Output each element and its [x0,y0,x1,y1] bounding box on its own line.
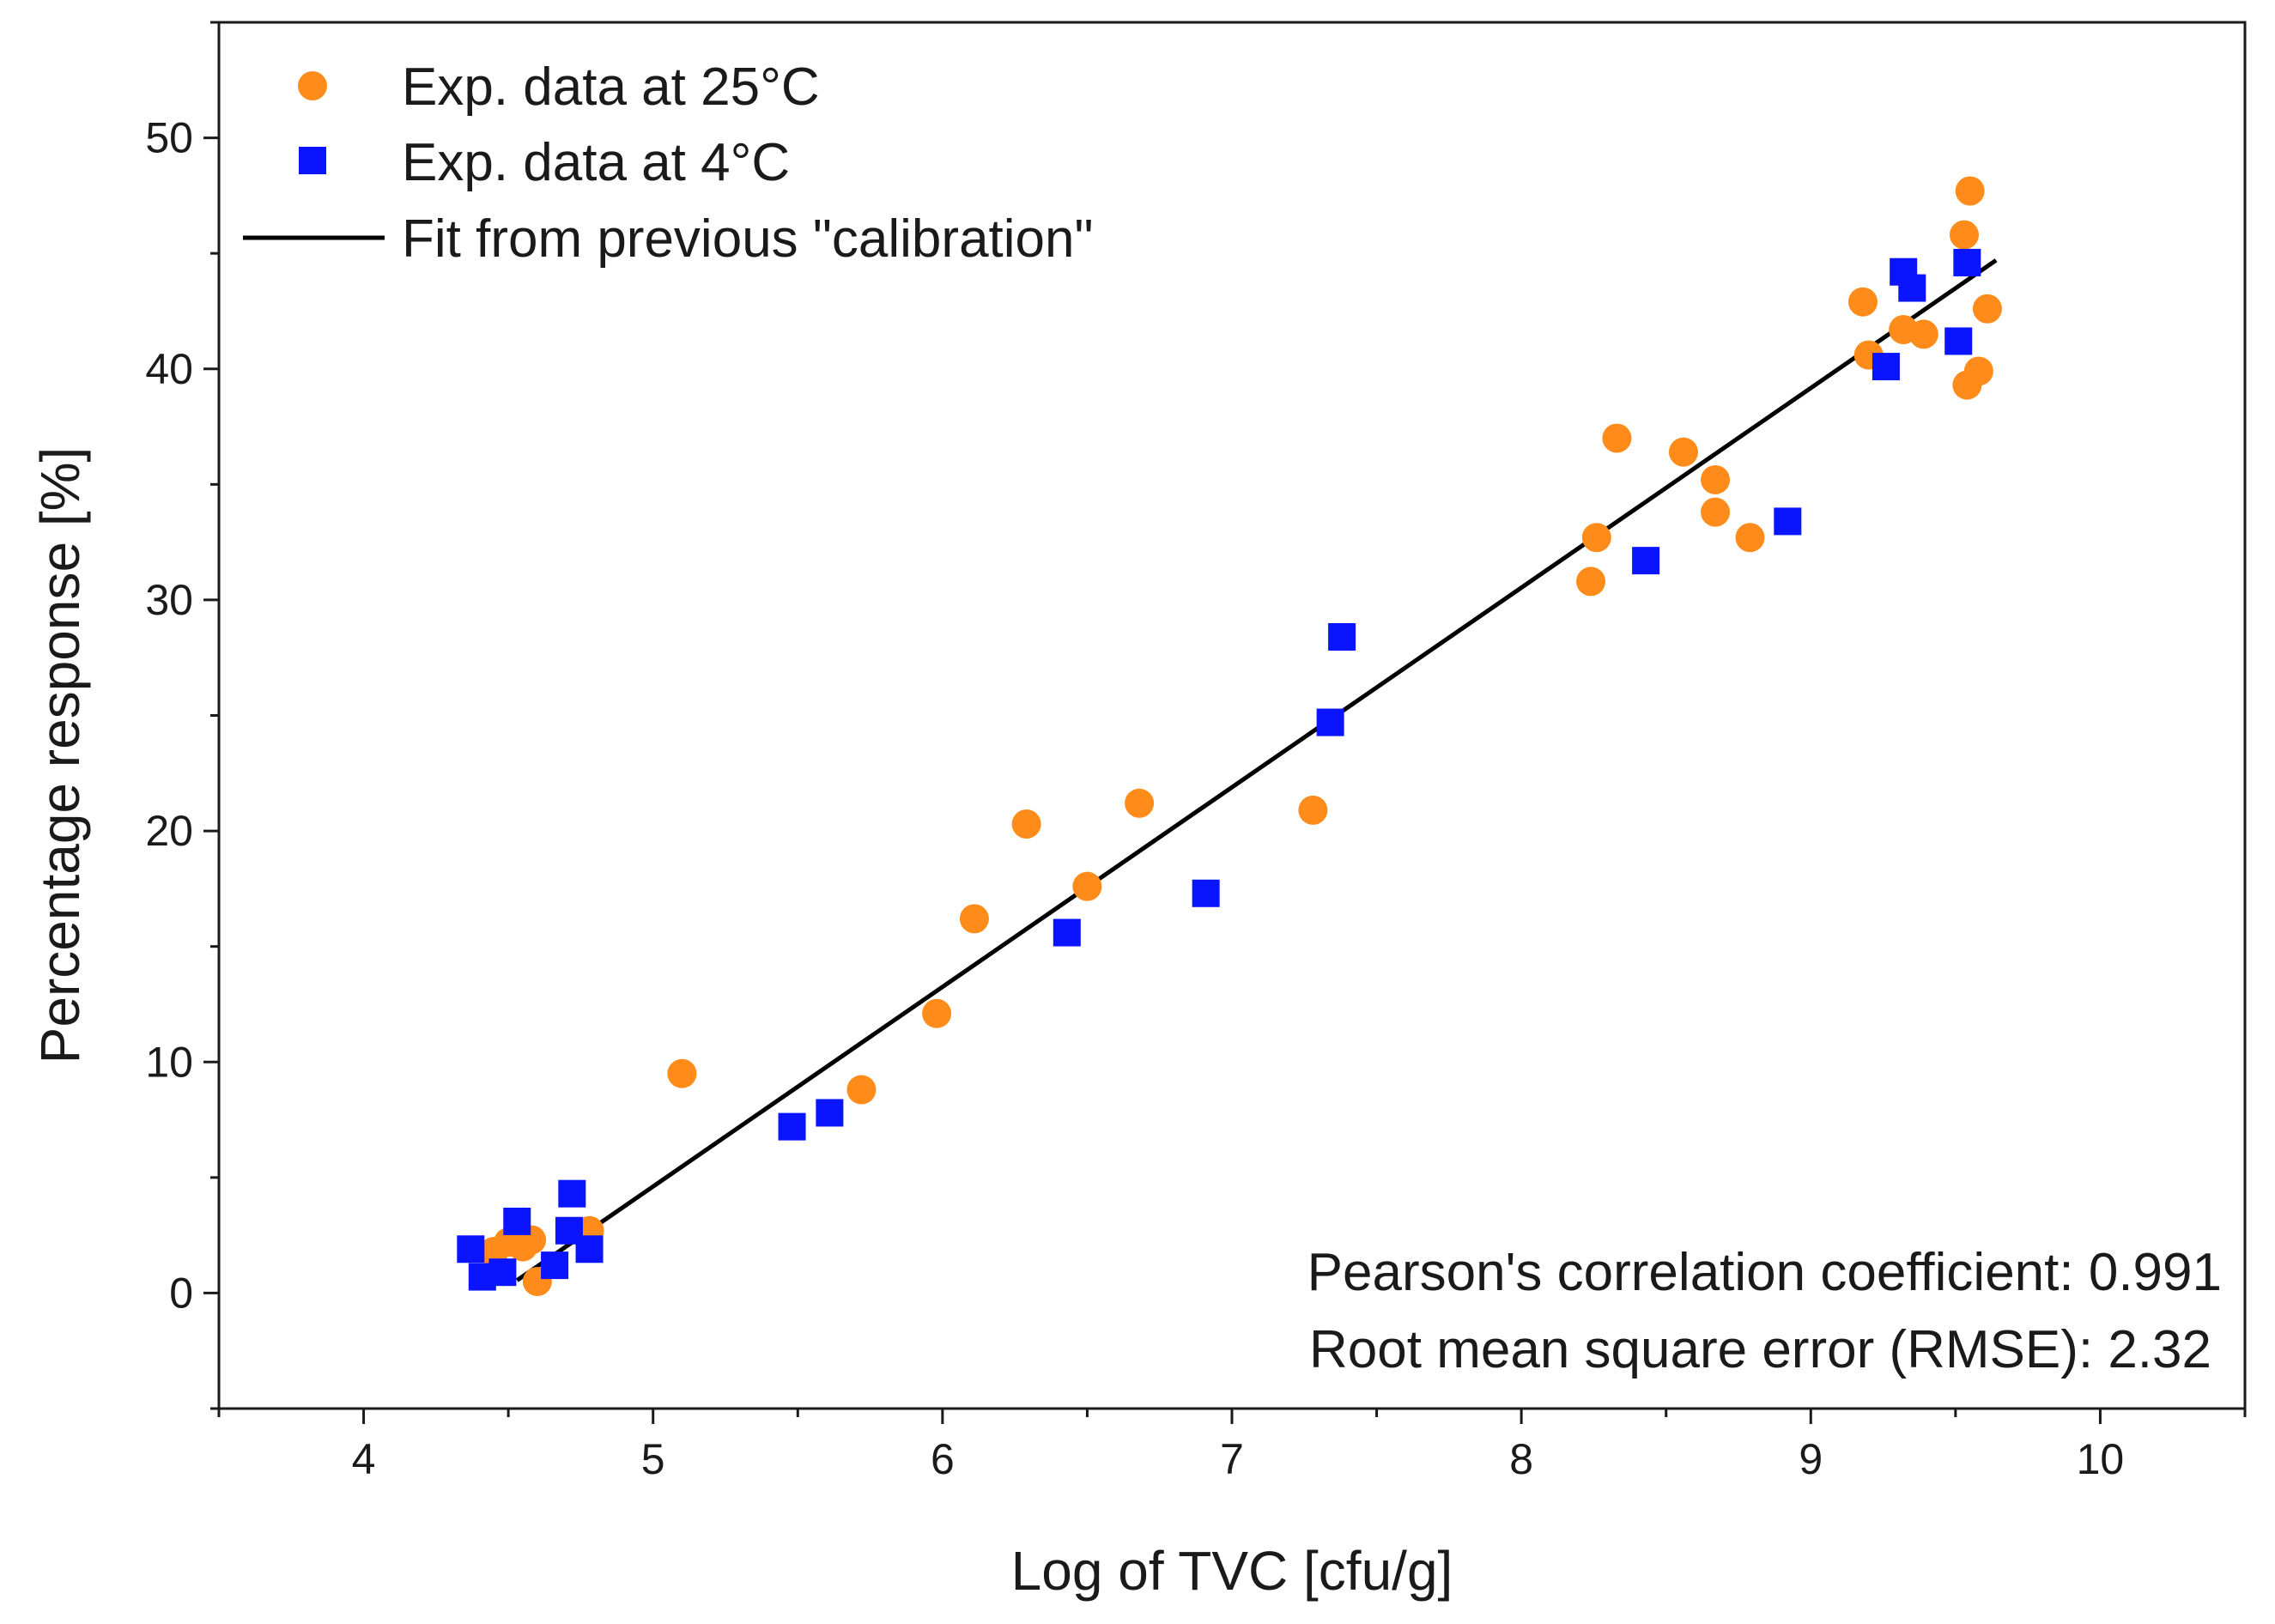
y-tick-label: 40 [145,345,193,393]
data-point-25c [1963,356,1993,386]
y-tick-label: 10 [145,1038,193,1086]
data-point-4c [457,1235,485,1263]
y-tick-label: 0 [169,1269,193,1317]
axis-ticks [203,21,2247,1424]
data-point-4c [1872,353,1900,381]
x-tick-label: 4 [352,1435,376,1483]
data-point-25c [1298,795,1328,825]
data-point-4c [558,1179,586,1208]
x-tick-label: 6 [931,1435,955,1483]
data-point-25c [1668,437,1698,467]
data-point-25c [1735,523,1765,553]
x-tick-label: 9 [1799,1435,1823,1483]
y-tick-label: 20 [145,807,193,855]
data-point-25c [922,998,952,1028]
axis-tick-labels: 4 5 6 7 8 9 10 0 10 20 30 40 50 [145,114,2124,1483]
data-point-25c [846,1075,877,1105]
data-point-25c [1701,464,1731,494]
data-point-25c [1125,788,1155,818]
data-point-4c [1774,507,1802,536]
data-point-25c [1908,319,1938,349]
legend-label-fit: Fit from previous "calibration" [402,209,1094,269]
y-tick-label: 30 [145,576,193,624]
data-point-25c [1011,809,1041,839]
data-point-4c [1053,918,1081,947]
data-point-4c [1192,879,1220,907]
data-point-25c [1581,523,1611,553]
rmse-annotation: Root mean square error (RMSE): 2.32 [1309,1320,2211,1379]
data-point-4c [1898,274,1926,302]
data-point-4c [1944,327,1973,355]
data-point-25c [1847,287,1878,317]
data-point-25c [1972,294,2002,324]
data-point-25c [667,1058,697,1088]
x-tick-label: 7 [1220,1435,1244,1483]
data-point-4c [541,1251,569,1280]
data-point-4c [1328,622,1356,651]
data-point-25c [1576,567,1606,597]
legend: Exp. data at 25°C Exp. data at 4°C Fit f… [243,58,1094,269]
data-point-4c [575,1235,604,1263]
legend-marker-25c [298,71,327,100]
x-tick-label: 5 [641,1435,665,1483]
data-point-4c [778,1112,806,1141]
data-point-25c [959,904,989,934]
data-point-4c [1953,248,1981,276]
x-tick-label: 8 [1509,1435,1533,1483]
data-point-25c [1949,220,1979,250]
data-point-25c [1072,871,1102,901]
y-tick-label: 50 [145,114,193,162]
data-point-4c [503,1207,531,1235]
fit-line [515,258,1998,1282]
x-tick-label: 10 [2077,1435,2125,1483]
data-point-4c [1632,547,1660,575]
data-point-4c [1316,708,1344,736]
pearson-annotation: Pearson's correlation coefficient: 0.991 [1307,1243,2222,1302]
data-point-4c [488,1258,517,1287]
fit-layer [515,258,1998,1282]
y-axis-label: Percentage response [%] [29,447,91,1064]
x-axis-label: Log of TVC [cfu/g] [1011,1540,1453,1602]
data-point-25c [1701,497,1731,527]
points-layer [457,176,2002,1296]
data-point-4c [816,1099,844,1127]
data-point-25c [1955,176,1985,206]
legend-label-25c: Exp. data at 25°C [402,58,820,117]
data-point-25c [1602,423,1632,453]
legend-label-4c: Exp. data at 4°C [402,133,790,192]
legend-marker-4c [299,147,326,174]
